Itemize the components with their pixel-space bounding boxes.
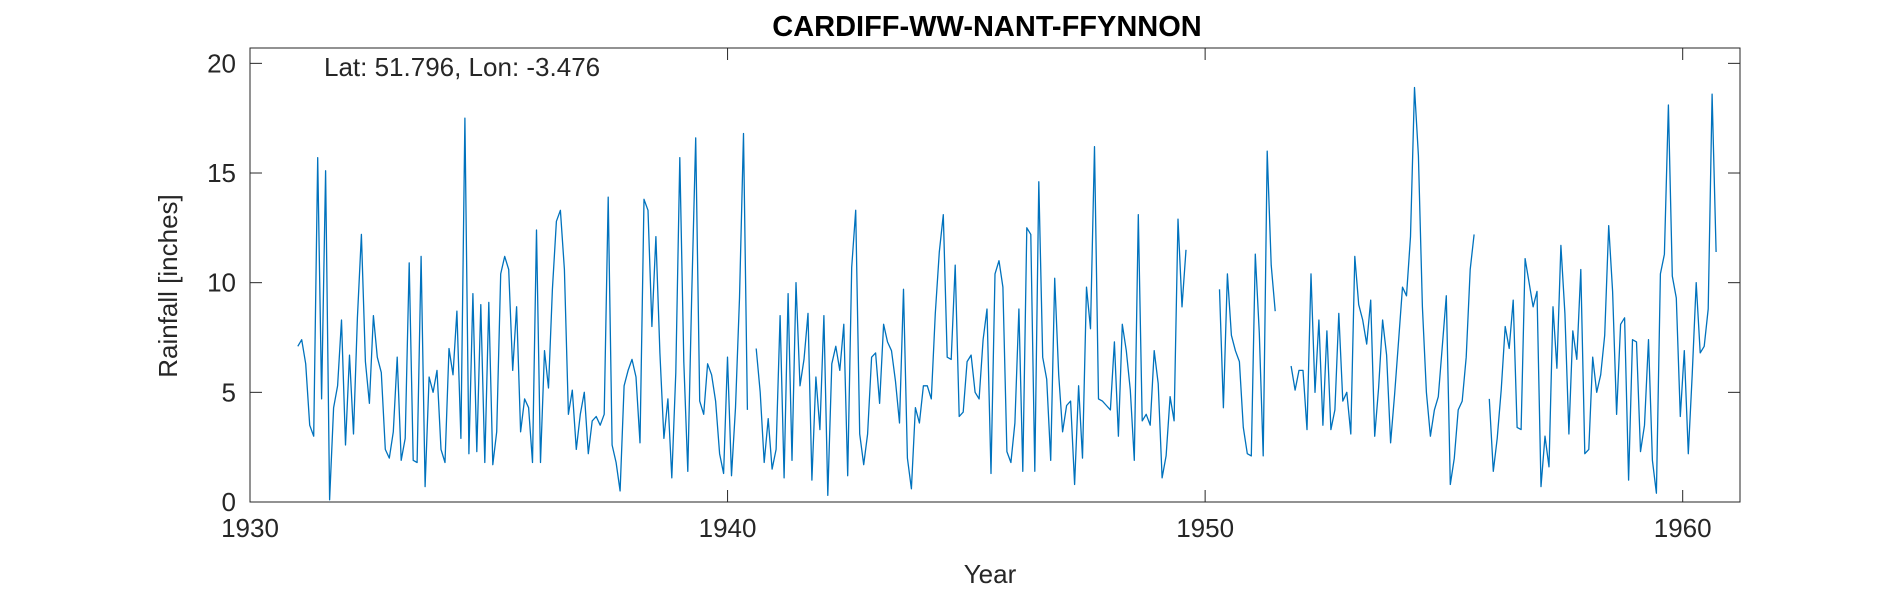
y-tick-label: 15 bbox=[207, 158, 236, 188]
y-axis-label: Rainfall [inches] bbox=[153, 194, 183, 378]
x-tick-label: 1930 bbox=[221, 513, 279, 543]
rainfall-series bbox=[297, 86, 1717, 501]
chart-title: CARDIFF-WW-NANT-FFYNNON bbox=[772, 11, 1202, 43]
series-line-segment bbox=[1488, 93, 1717, 494]
axis-ticks: 1930 1940 1950 1960 0 5 10 15 20 bbox=[207, 48, 1740, 543]
axes-box bbox=[249, 47, 1741, 503]
x-axis-label: Year bbox=[964, 559, 1017, 589]
series-line-segment bbox=[297, 117, 749, 501]
y-tick-label: 10 bbox=[207, 268, 236, 298]
series-line-segment bbox=[1290, 86, 1475, 486]
series-line-segment bbox=[1218, 150, 1276, 457]
y-tick-label: 5 bbox=[222, 377, 236, 407]
y-tick-label: 0 bbox=[222, 487, 236, 517]
location-annotation: Lat: 51.796, Lon: -3.476 bbox=[324, 52, 600, 82]
x-tick-label: 1950 bbox=[1176, 513, 1234, 543]
series-line-segment bbox=[755, 146, 1187, 497]
x-tick-label: 1940 bbox=[699, 513, 757, 543]
y-tick-label: 20 bbox=[207, 48, 236, 78]
x-tick-label: 1960 bbox=[1654, 513, 1712, 543]
